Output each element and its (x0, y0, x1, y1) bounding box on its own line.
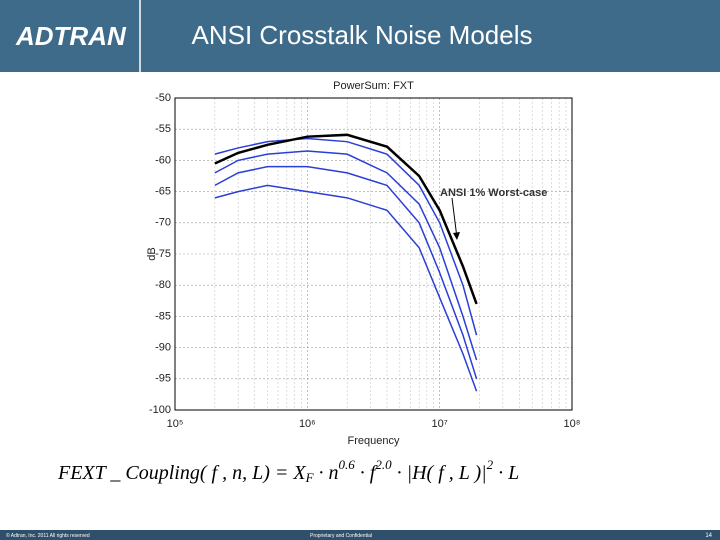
formula-part: · |H( f , L )| (392, 462, 487, 484)
y-tick-label: -70 (155, 217, 171, 229)
arrow-head (453, 232, 460, 240)
formula-part: F (305, 470, 315, 485)
y-tick-label: -100 (149, 404, 171, 416)
y-tick-label: -90 (155, 342, 171, 354)
x-tick-label: 10⁸ (564, 418, 581, 430)
page-number: 14 (705, 533, 712, 539)
formula: FEXT _ Coupling( f , n, L) = XF​ · n0.6​… (57, 457, 519, 485)
formula-part: 2 (487, 457, 494, 472)
formula-part: FEXT _ Coupling( f , n, L) = X (57, 462, 306, 484)
formula-part: 0.6 (339, 457, 356, 472)
x-tick-label: 10⁵ (167, 418, 184, 430)
chart: PowerSum: FXT Frequency dB -50 -55 -60 -65 -70 -… (146, 80, 581, 447)
formula-part: · f (355, 462, 378, 484)
plot-frame (174, 97, 573, 411)
footer-bar (0, 530, 720, 540)
y-tick-label: -50 (155, 92, 171, 104)
y-tick-label: -75 (155, 248, 171, 260)
series-line (214, 184, 478, 392)
confidential: Proprietary and Confidential (310, 533, 372, 539)
copyright: © Adtran, Inc. 2011 All rights reserved (6, 532, 90, 539)
series-line (214, 150, 478, 361)
y-tick-label: -55 (155, 123, 171, 135)
formula-part: · n (314, 462, 339, 484)
logo: ADTRAN (15, 21, 127, 51)
x-tick-label: 10⁶ (299, 418, 316, 430)
y-axis-label: dB (146, 247, 158, 260)
x-tick-label: 10⁷ (432, 418, 448, 430)
series-line (214, 133, 478, 305)
y-tick-label: -65 (155, 186, 171, 198)
annotation-arrow (451, 197, 458, 239)
y-tick-label: -80 (155, 279, 171, 291)
series-line (214, 165, 478, 380)
header-bar (0, 0, 720, 72)
slide-title: ANSI Crosstalk Noise Models (192, 20, 533, 50)
y-tick-label: -95 (155, 373, 171, 385)
chart-title: PowerSum: FXT (333, 80, 414, 92)
series-line (214, 137, 478, 336)
chart-bg (145, 74, 590, 454)
formula-part: · L (493, 462, 519, 484)
y-tick-label: -60 (155, 154, 171, 166)
annotation: ANSI 1% Worst-case (440, 187, 547, 199)
formula-part: 2.0 (375, 457, 392, 472)
x-axis-label: Frequency (348, 435, 400, 447)
y-tick-label: -85 (155, 310, 171, 322)
